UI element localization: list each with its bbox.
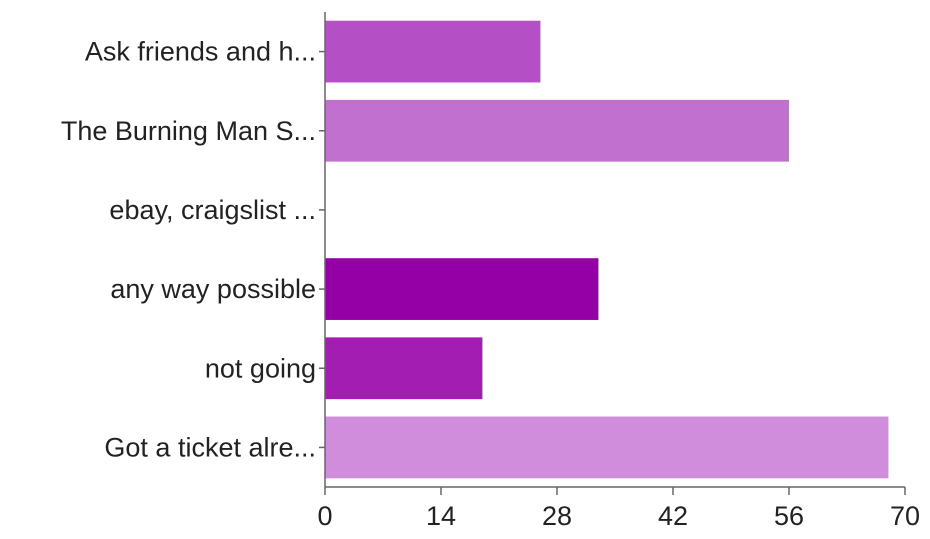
category-label: Got a ticket alre... <box>104 432 316 462</box>
bar <box>325 258 599 320</box>
bar <box>325 337 483 400</box>
bars-layer <box>325 20 889 479</box>
category-label: any way possible <box>110 274 316 304</box>
bar <box>325 99 789 162</box>
x-tick-label: 0 <box>317 501 332 531</box>
x-tick-labels: 0 14 28 42 56 70 <box>317 487 920 531</box>
axes-layer <box>324 12 905 488</box>
x-tick-label: 70 <box>890 501 920 531</box>
x-tick-label: 42 <box>658 501 688 531</box>
category-label: The Burning Man S... <box>61 116 316 146</box>
bar <box>325 20 541 83</box>
category-label: Ask friends and h... <box>85 37 316 67</box>
category-labels: Ask friends and h... The Burning Man S...… <box>61 37 325 462</box>
x-tick-label: 56 <box>774 501 804 531</box>
category-label: ebay, craigslist ... <box>109 195 316 225</box>
x-tick-label: 28 <box>542 501 572 531</box>
category-label: not going <box>205 353 316 383</box>
x-tick-label: 14 <box>426 501 456 531</box>
bar <box>325 416 889 479</box>
